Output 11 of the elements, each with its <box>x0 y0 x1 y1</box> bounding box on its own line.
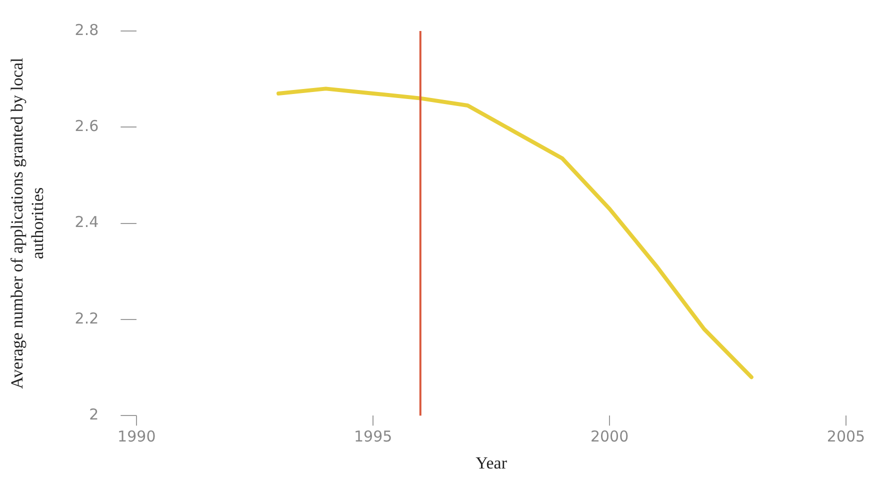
x-tick-label: 1990 <box>118 427 156 446</box>
y-tick-label: 2 <box>89 405 99 424</box>
y-tick-label: 2.8 <box>74 20 99 39</box>
y-tick-label: 2.4 <box>74 213 99 232</box>
x-tick-label: 1995 <box>354 427 392 446</box>
x-axis-title: Year <box>476 453 508 472</box>
y-tick-label: 2.2 <box>74 309 99 328</box>
y-axis-title: Average number of applications granted by local authorities <box>8 57 48 389</box>
y-tick-label: 2.6 <box>74 117 99 136</box>
x-tick-label: 2000 <box>590 427 629 446</box>
x-tick-label: 2005 <box>826 427 866 446</box>
